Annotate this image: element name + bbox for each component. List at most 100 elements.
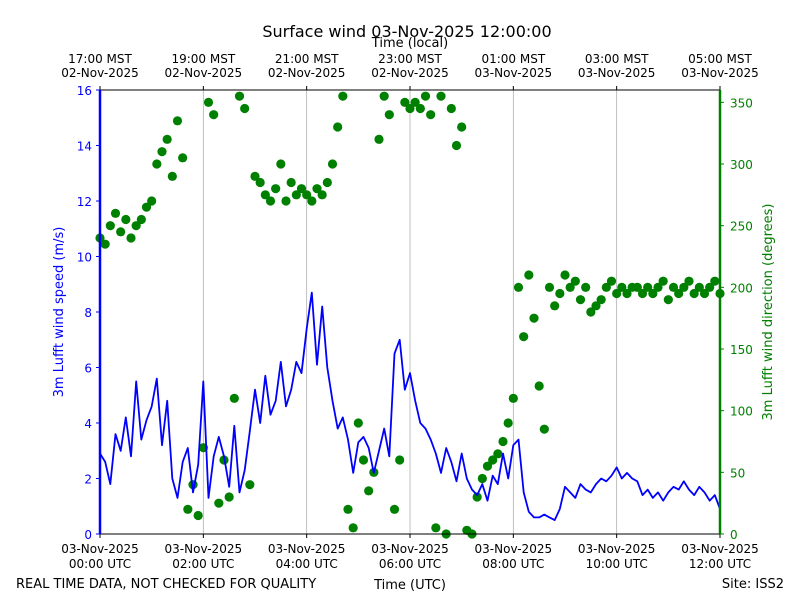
direction-point (183, 504, 193, 514)
left-tick-label: 4 (84, 417, 92, 431)
x-tick-label: 06:00 UTC (379, 557, 441, 571)
direction-point (240, 103, 250, 114)
direction-point (431, 523, 441, 533)
direction-point (565, 282, 575, 292)
direction-point (498, 436, 508, 447)
direction-point (472, 492, 482, 502)
direction-point (395, 455, 405, 465)
top-tick-label: 02-Nov-2025 (165, 66, 243, 80)
direction-point (178, 153, 188, 163)
direction-point (617, 282, 627, 292)
left-tick-label: 16 (77, 84, 92, 98)
direction-point (110, 208, 121, 218)
x-tick-label: 00:00 UTC (69, 557, 131, 571)
direction-point (503, 418, 513, 428)
direction-point (482, 461, 493, 471)
x-tick-label: 03-Nov-2025 (61, 542, 139, 556)
direction-point (415, 103, 425, 114)
direction-point (147, 196, 157, 206)
right-tick-label: 200 (730, 281, 753, 295)
x-tick-label: 02:00 UTC (172, 557, 234, 571)
left-axis-label: 3m Lufft wind speed (m/s) (52, 227, 67, 398)
speed-series (99, 291, 721, 521)
direction-point (276, 159, 286, 169)
top-tick-label: 05:00 MST (688, 52, 752, 66)
direction-point (534, 381, 544, 391)
direction-point (622, 288, 632, 299)
direction-point (426, 110, 436, 120)
direction-point (343, 504, 353, 514)
direction-point (317, 190, 327, 200)
direction-point (271, 184, 281, 194)
direction-point (193, 510, 203, 521)
direction-point (668, 282, 679, 292)
right-tick-label: 100 (730, 405, 753, 419)
left-tick-label: 2 (84, 473, 92, 487)
direction-point (488, 455, 498, 465)
top-tick-label: 02-Nov-2025 (371, 66, 449, 80)
direction-point (353, 418, 363, 428)
direction-point (544, 282, 555, 292)
direction-point (255, 177, 265, 188)
direction-point (291, 190, 301, 200)
direction-point (374, 134, 384, 144)
direction-series (95, 91, 725, 539)
direction-point (674, 288, 684, 299)
direction-point (286, 177, 296, 188)
direction-point (172, 116, 183, 126)
direction-point (400, 97, 410, 107)
x-tick-label: 04:00 UTC (276, 557, 338, 571)
direction-point (234, 91, 245, 101)
right-tick-label: 50 (730, 466, 745, 480)
top-tick-label: 01:00 MST (481, 52, 545, 66)
quality-note: REAL TIME DATA, NOT CHECKED FOR QUALITY (16, 577, 316, 592)
direction-point (121, 214, 131, 225)
x-tick-label: 03-Nov-2025 (371, 542, 449, 556)
direction-point (116, 227, 126, 237)
direction-point (322, 177, 332, 188)
direction-point (260, 190, 270, 200)
top-tick-label: 17:00 MST (68, 52, 132, 66)
direction-point (446, 103, 456, 114)
x-tick-label: 03-Nov-2025 (578, 542, 656, 556)
direction-point (327, 159, 338, 169)
direction-point (100, 239, 110, 249)
direction-point (312, 184, 322, 194)
direction-point (296, 184, 307, 194)
speed-line (99, 291, 721, 521)
direction-point (265, 196, 276, 206)
direction-point (152, 159, 162, 169)
direction-point (229, 393, 239, 403)
right-tick-label: 250 (730, 220, 753, 234)
direction-point (245, 480, 255, 490)
x-tick-label: 12:00 UTC (689, 557, 751, 571)
left-tick-label: 0 (84, 528, 92, 542)
direction-point (601, 282, 611, 292)
top-tick-label: 03-Nov-2025 (681, 66, 759, 80)
direction-point (632, 282, 642, 292)
top-tick-label: 19:00 MST (171, 52, 235, 66)
direction-point (658, 276, 668, 286)
direction-point (302, 190, 312, 200)
direction-point (281, 196, 291, 206)
direction-point (141, 202, 152, 212)
direction-point (157, 147, 167, 157)
direction-point (338, 91, 348, 101)
direction-point (436, 91, 446, 101)
left-tick-label: 10 (77, 251, 92, 265)
direction-point (214, 498, 224, 508)
direction-point (405, 103, 415, 114)
direction-point (612, 288, 622, 299)
x-tick-label: 03-Nov-2025 (165, 542, 243, 556)
direction-point (524, 270, 534, 280)
top-tick-label: 03-Nov-2025 (578, 66, 656, 80)
direction-point (209, 110, 219, 120)
direction-point (560, 270, 570, 280)
x-axis-label: Time (UTC) (373, 578, 446, 593)
direction-point (162, 134, 172, 144)
direction-point (575, 295, 586, 305)
direction-point (358, 455, 369, 465)
direction-point (364, 486, 374, 496)
